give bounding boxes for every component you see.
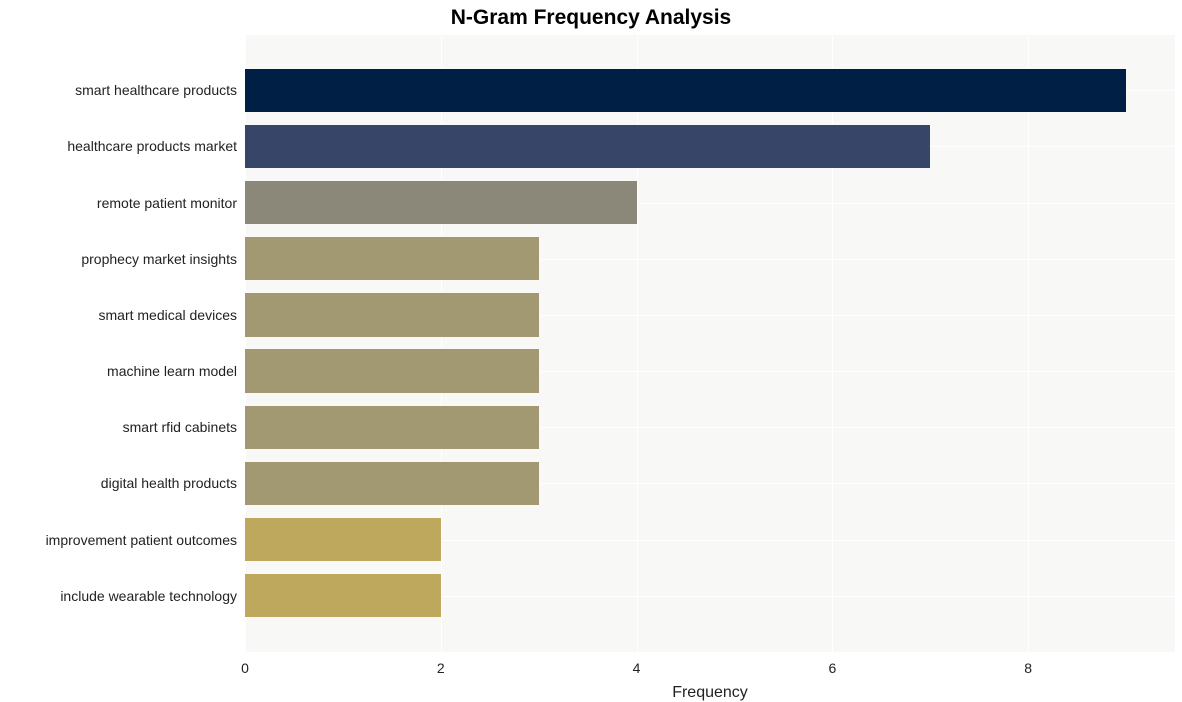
x-tick-label: 6 (828, 652, 836, 676)
bar (245, 462, 539, 505)
bar (245, 293, 539, 336)
x-tick-label: 8 (1024, 652, 1032, 676)
x-tick-label: 0 (241, 652, 249, 676)
chart-title: N-Gram Frequency Analysis (0, 6, 1182, 30)
y-tick-label: include wearable technology (60, 588, 245, 604)
plot-area: 02468smart healthcare productshealthcare… (245, 34, 1175, 652)
y-tick-label: healthcare products market (67, 138, 245, 154)
y-tick-label: remote patient monitor (97, 195, 245, 211)
bar (245, 349, 539, 392)
y-tick-label: improvement patient outcomes (46, 532, 245, 548)
grid-col (1028, 34, 1029, 652)
bar (245, 125, 930, 168)
y-tick-label: prophecy market insights (81, 251, 245, 267)
bar (245, 237, 539, 280)
x-axis-label: Frequency (672, 652, 748, 702)
bar (245, 181, 637, 224)
y-tick-label: machine learn model (107, 363, 245, 379)
y-tick-label: smart rfid cabinets (123, 419, 245, 435)
bar (245, 406, 539, 449)
ngram-frequency-chart: N-Gram Frequency Analysis 02468smart hea… (0, 0, 1182, 701)
y-tick-label: smart medical devices (99, 307, 246, 323)
bar (245, 574, 441, 617)
x-tick-label: 4 (633, 652, 641, 676)
bar (245, 518, 441, 561)
x-tick-label: 2 (437, 652, 445, 676)
y-tick-label: smart healthcare products (75, 82, 245, 98)
grid-row (245, 34, 1175, 35)
bar (245, 69, 1126, 112)
y-tick-label: digital health products (101, 475, 245, 491)
